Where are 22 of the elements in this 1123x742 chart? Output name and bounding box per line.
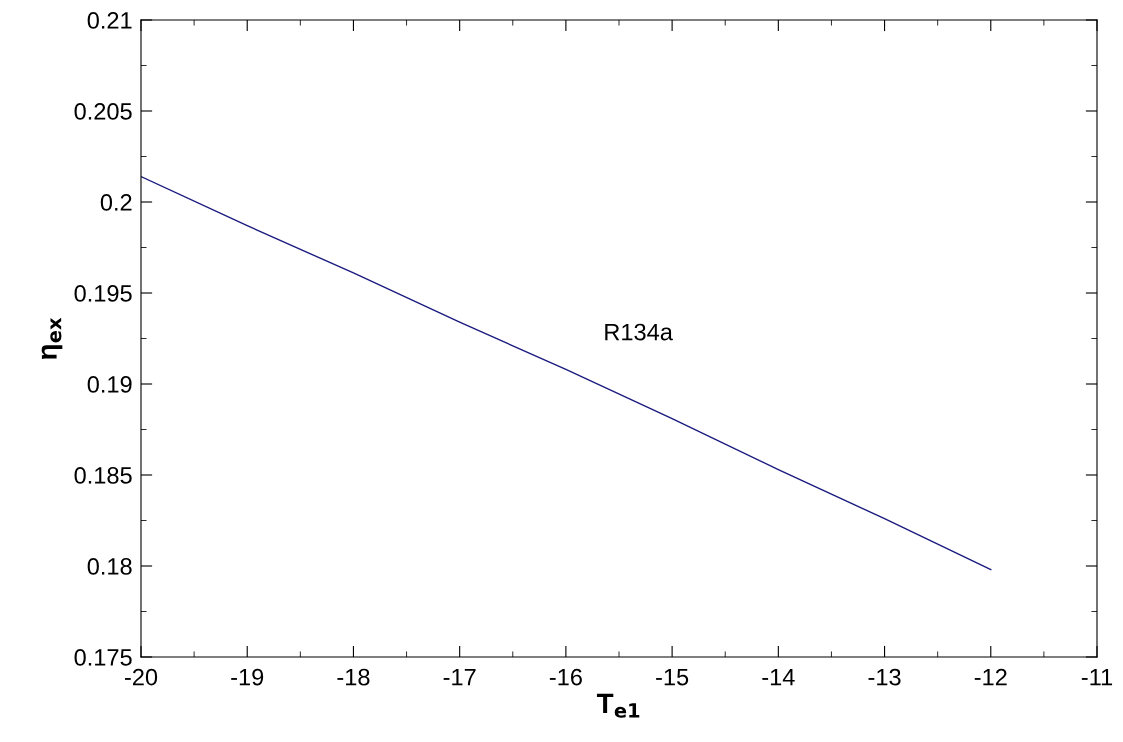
x-tick-label: -19 [231, 668, 264, 686]
x-tick-label: -18 [337, 668, 370, 686]
x-tick-label: -14 [762, 668, 795, 686]
y-tick-label: 0.205 [74, 103, 132, 120]
y-tick-label: 0.18 [87, 558, 132, 575]
y-tick-label: 0.195 [74, 285, 132, 302]
line-series [141, 175, 992, 571]
y-tick-label: 0.175 [74, 649, 132, 666]
y-tick-label: 0.19 [87, 376, 132, 393]
x-tick-label: -12 [974, 668, 1007, 686]
x-axis-title: T$_{e1}$ [596, 693, 640, 718]
y-tick-label: 0.2 [100, 194, 132, 211]
x-tick-label: -15 [656, 668, 689, 686]
annotation: R134a [605, 323, 673, 341]
y-axis-title: η$_{ex}$ [41, 317, 63, 359]
y-tick-label: 0.185 [74, 467, 132, 484]
y-tick-label: 0.21 [87, 12, 132, 29]
x-tick-label: -11 [1081, 668, 1113, 686]
x-tick-label: -13 [868, 668, 901, 686]
x-tick-label: -20 [124, 668, 158, 686]
x-tick-label: -17 [443, 668, 476, 686]
x-tick-label: -16 [549, 668, 582, 686]
